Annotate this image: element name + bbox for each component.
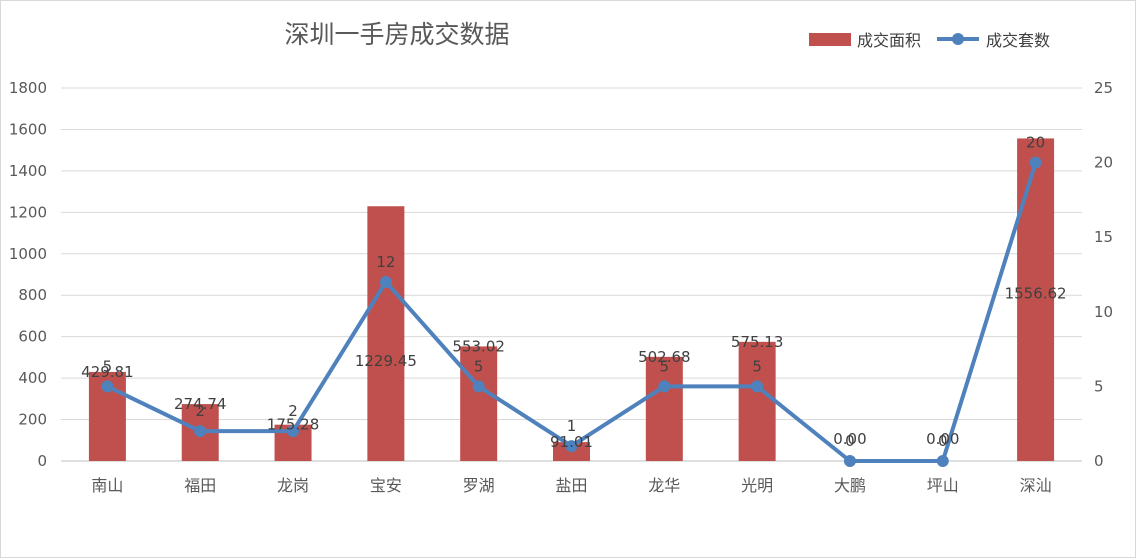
line-point bbox=[658, 380, 671, 393]
chart-title: 深圳一手房成交数据 bbox=[284, 20, 509, 49]
legend-marker-count bbox=[952, 33, 964, 45]
y-right-tick-label: 5 bbox=[1094, 377, 1104, 395]
y-right-tick-label: 0 bbox=[1094, 452, 1104, 470]
line-point bbox=[379, 275, 392, 288]
y-left-tick-label: 1800 bbox=[9, 79, 47, 97]
bar-data-label: 1229.45 bbox=[355, 352, 417, 370]
line-data-label: 0 bbox=[938, 432, 948, 450]
line-data-label: 5 bbox=[103, 357, 113, 375]
x-category-label: 大鹏 bbox=[834, 476, 866, 495]
bar-data-label: 575.13 bbox=[731, 333, 784, 351]
x-category-label: 龙岗 bbox=[277, 476, 309, 495]
x-category-label: 福田 bbox=[184, 476, 216, 495]
y-right-tick-label: 10 bbox=[1094, 303, 1113, 321]
bar-data-label: 0.00 bbox=[926, 430, 959, 448]
bar-data-label: 175.28 bbox=[267, 416, 320, 434]
bar bbox=[1017, 138, 1055, 461]
y-left-tick-label: 1400 bbox=[9, 162, 47, 180]
line-data-label: 2 bbox=[195, 402, 205, 420]
line-point bbox=[565, 440, 578, 453]
y-right-tick-label: 25 bbox=[1094, 79, 1113, 97]
line-data-label: 12 bbox=[376, 253, 395, 271]
legend-label-count: 成交套数 bbox=[986, 31, 1050, 50]
x-category-label: 光明 bbox=[741, 476, 773, 495]
line-data-label: 2 bbox=[288, 402, 298, 420]
bar-data-label: 1556.62 bbox=[1005, 284, 1067, 302]
line-data-label: 5 bbox=[660, 357, 670, 375]
y-left-tick-label: 200 bbox=[18, 411, 47, 429]
x-category-label: 盐田 bbox=[555, 476, 587, 495]
bar bbox=[367, 206, 405, 461]
bar bbox=[460, 346, 498, 461]
line-data-label: 0 bbox=[845, 432, 855, 450]
legend-label-area: 成交面积 bbox=[857, 31, 921, 50]
line-data-label: 20 bbox=[1026, 134, 1045, 152]
bar-data-label: 274.74 bbox=[174, 395, 227, 413]
line-point bbox=[751, 380, 764, 393]
x-category-label: 罗湖 bbox=[463, 476, 495, 495]
legend: 成交面积 成交套数 bbox=[809, 31, 1050, 50]
x-category-label: 龙华 bbox=[648, 476, 680, 495]
y-left-tick-label: 600 bbox=[18, 328, 47, 346]
bar bbox=[738, 341, 776, 461]
y-left-tick-label: 400 bbox=[18, 369, 47, 387]
y-right-tick-label: 20 bbox=[1094, 154, 1113, 172]
y-right-tick-label: 15 bbox=[1094, 228, 1113, 246]
line-point bbox=[843, 455, 856, 467]
line-data-label: 5 bbox=[474, 357, 484, 375]
x-category-label: 坪山 bbox=[927, 476, 959, 495]
y-left-tick-label: 800 bbox=[18, 286, 47, 304]
y-left-tick-label: 1600 bbox=[9, 120, 47, 138]
bar bbox=[645, 356, 683, 461]
x-category-label: 宝安 bbox=[370, 476, 402, 495]
line-point bbox=[194, 425, 207, 438]
x-category-label: 深汕 bbox=[1020, 476, 1052, 495]
line-point bbox=[1029, 156, 1042, 169]
y-left-tick-label: 1000 bbox=[9, 245, 47, 263]
bar-data-label: 91.01 bbox=[550, 433, 593, 451]
bar-data-label: 429.81 bbox=[81, 363, 134, 381]
legend-swatch-area bbox=[809, 33, 851, 46]
bar-data-label: 502.68 bbox=[638, 348, 691, 366]
line-point bbox=[287, 425, 300, 438]
line-data-label: 5 bbox=[752, 357, 762, 375]
x-category-label: 南山 bbox=[91, 476, 123, 495]
line-point bbox=[101, 380, 114, 393]
line-data-label: 1 bbox=[567, 417, 577, 435]
line-point bbox=[472, 380, 485, 393]
y-left-tick-label: 1200 bbox=[9, 203, 47, 221]
y-left-tick-label: 0 bbox=[37, 452, 47, 470]
line-point bbox=[936, 455, 949, 467]
bar-data-label: 0.00 bbox=[833, 430, 866, 448]
bar-data-label: 553.02 bbox=[452, 337, 505, 355]
